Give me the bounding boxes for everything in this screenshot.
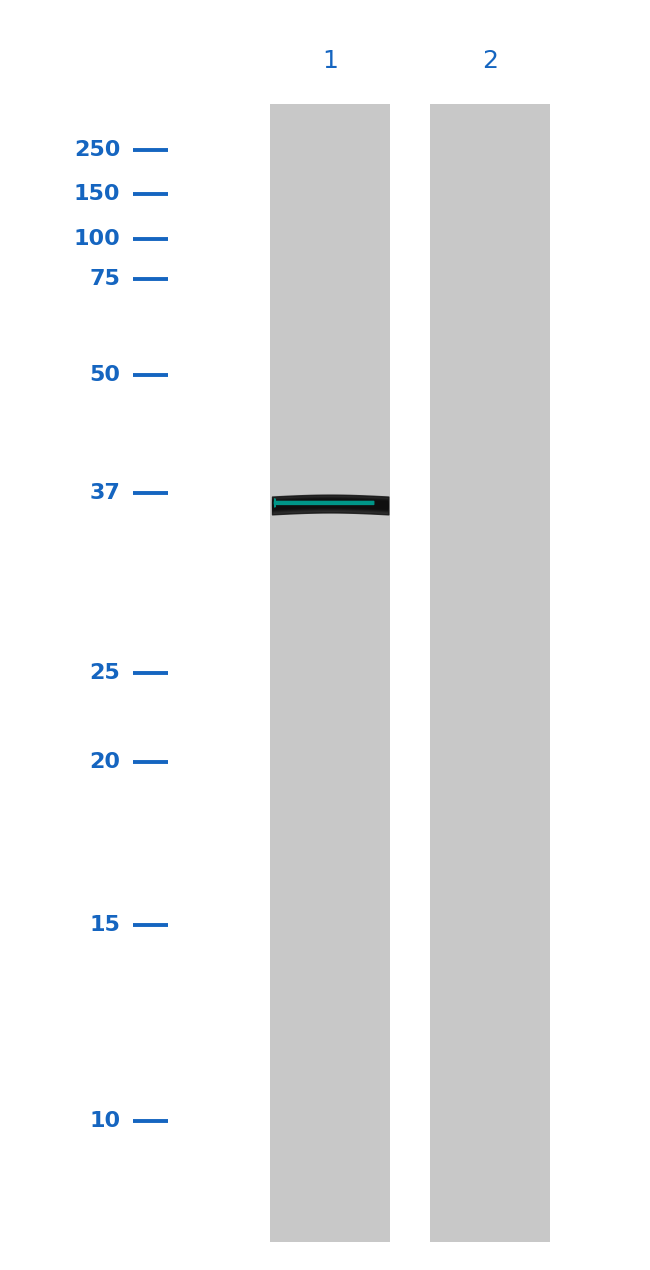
- Text: 2: 2: [482, 50, 498, 72]
- Text: 37: 37: [90, 483, 120, 503]
- Text: 20: 20: [89, 752, 120, 772]
- Text: 150: 150: [73, 184, 120, 204]
- Text: 250: 250: [74, 140, 120, 160]
- Text: 15: 15: [90, 914, 120, 935]
- Bar: [270, 104, 390, 1242]
- Bar: [430, 104, 550, 1242]
- Text: 100: 100: [73, 229, 120, 249]
- Text: 75: 75: [90, 269, 120, 290]
- Text: 1: 1: [322, 50, 338, 72]
- Text: 25: 25: [90, 663, 120, 683]
- Text: 50: 50: [89, 364, 120, 385]
- Text: 10: 10: [89, 1111, 120, 1132]
